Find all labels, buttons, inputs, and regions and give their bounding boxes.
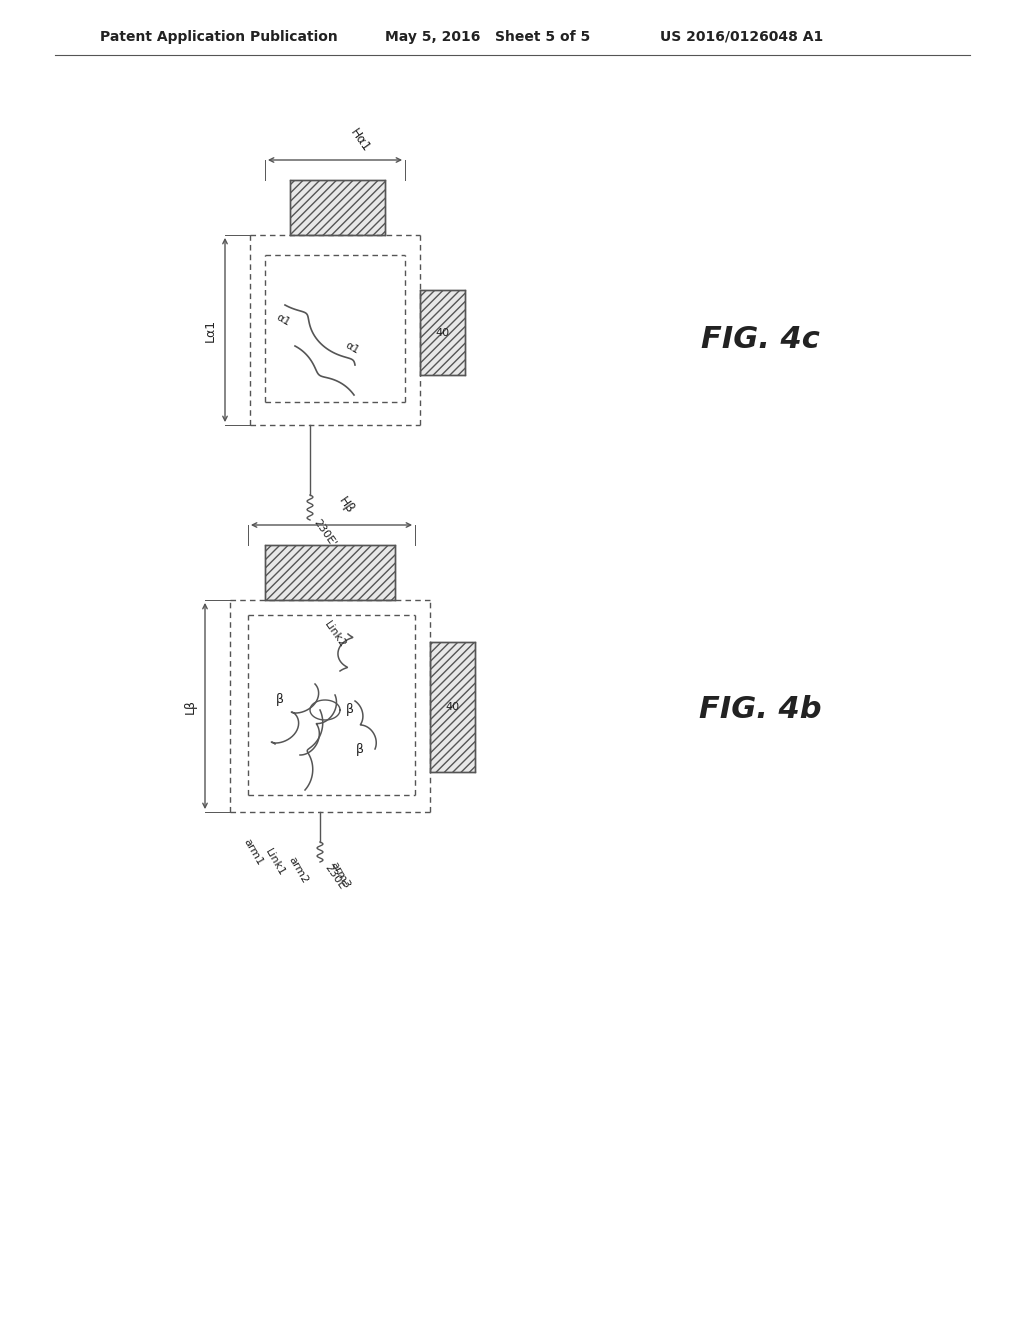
Text: arm3: arm3 xyxy=(329,859,351,890)
Bar xyxy=(290,180,385,235)
Text: Hβ: Hβ xyxy=(336,494,356,516)
Text: Patent Application Publication: Patent Application Publication xyxy=(100,30,338,44)
Text: Lβ: Lβ xyxy=(183,698,197,714)
Text: 40: 40 xyxy=(445,702,459,711)
Text: β: β xyxy=(346,704,354,717)
Text: Link1: Link1 xyxy=(263,846,287,878)
Text: arm2: arm2 xyxy=(287,855,309,886)
Bar xyxy=(430,642,475,772)
Text: β: β xyxy=(276,693,284,706)
Text: β: β xyxy=(356,743,364,756)
Text: α1: α1 xyxy=(274,312,292,327)
Text: Lα1: Lα1 xyxy=(204,318,216,342)
Text: Hα1: Hα1 xyxy=(347,125,373,154)
Bar xyxy=(265,545,395,601)
Bar xyxy=(420,290,465,375)
Text: US 2016/0126048 A1: US 2016/0126048 A1 xyxy=(660,30,823,44)
Text: 230E: 230E xyxy=(323,862,347,891)
Text: 40: 40 xyxy=(435,327,450,338)
Text: arm1: arm1 xyxy=(242,837,264,867)
Text: FIG. 4c: FIG. 4c xyxy=(700,326,819,355)
Text: May 5, 2016   Sheet 5 of 5: May 5, 2016 Sheet 5 of 5 xyxy=(385,30,590,44)
Text: Link2: Link2 xyxy=(323,620,348,651)
Text: 230E': 230E' xyxy=(312,517,338,549)
Text: α1: α1 xyxy=(343,341,360,356)
Text: FIG. 4b: FIG. 4b xyxy=(698,696,821,725)
